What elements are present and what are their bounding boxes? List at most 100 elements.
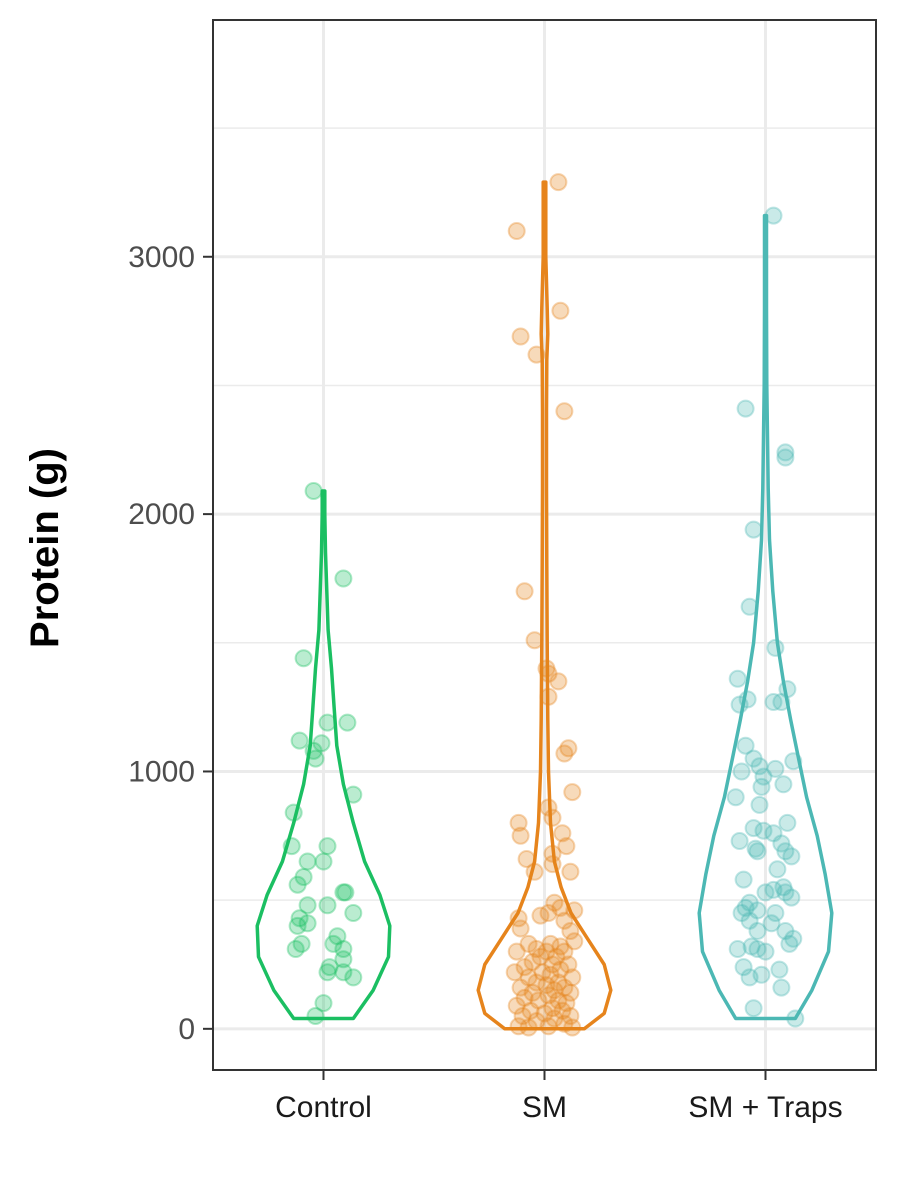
data-point xyxy=(304,741,323,760)
data-point xyxy=(519,1018,538,1037)
data-point xyxy=(318,837,337,856)
data-point xyxy=(784,752,803,771)
data-point xyxy=(511,978,530,997)
data-point xyxy=(535,1004,554,1023)
data-point xyxy=(736,898,755,917)
data-point xyxy=(772,693,791,711)
data-point xyxy=(740,968,759,987)
data-point xyxy=(563,968,582,987)
data-point xyxy=(728,940,747,958)
data-point xyxy=(742,937,761,956)
data-point xyxy=(513,1007,532,1025)
data-point xyxy=(527,345,546,364)
data-point xyxy=(559,955,578,974)
data-point xyxy=(334,950,353,969)
data-point xyxy=(298,914,317,933)
data-point xyxy=(557,994,576,1013)
data-point xyxy=(334,883,353,902)
data-point xyxy=(318,713,337,732)
data-point xyxy=(284,803,303,822)
data-point xyxy=(543,844,562,863)
data-point xyxy=(288,916,307,935)
data-point xyxy=(766,638,785,657)
data-point xyxy=(778,813,797,832)
data-point xyxy=(541,934,560,953)
data-point xyxy=(565,901,584,920)
data-point xyxy=(782,847,801,866)
data-point xyxy=(525,631,544,650)
data-point xyxy=(545,981,564,1000)
data-point xyxy=(509,909,528,928)
data-point xyxy=(732,762,751,781)
data-point xyxy=(744,999,763,1018)
data-point xyxy=(306,749,325,768)
data-point xyxy=(529,991,548,1010)
data-point xyxy=(776,883,795,902)
data-point xyxy=(545,893,564,912)
data-point xyxy=(762,914,781,933)
violin-3 xyxy=(697,213,834,1021)
data-point xyxy=(754,821,773,840)
data-point xyxy=(551,898,570,917)
data-point xyxy=(324,934,343,953)
data-point xyxy=(531,947,550,966)
data-point xyxy=(294,868,313,886)
data-point xyxy=(539,1017,558,1036)
data-point xyxy=(290,909,309,928)
data-point xyxy=(539,904,558,922)
data-point xyxy=(549,973,568,992)
data-point xyxy=(786,1009,805,1028)
data-point xyxy=(304,482,323,500)
violin-1 xyxy=(255,489,392,1021)
data-point xyxy=(290,731,309,750)
data-point xyxy=(734,958,753,977)
data-point xyxy=(314,994,333,1013)
data-point xyxy=(515,988,534,1007)
data-point xyxy=(766,904,785,922)
data-point xyxy=(561,983,580,1002)
data-point xyxy=(555,1014,574,1033)
data-point xyxy=(555,911,574,930)
data-point xyxy=(740,893,759,912)
data-point xyxy=(551,960,570,979)
data-point xyxy=(776,443,795,462)
data-point xyxy=(736,399,755,418)
data-point xyxy=(744,819,763,838)
data-point xyxy=(523,952,542,971)
data-point xyxy=(519,968,538,987)
data-point xyxy=(764,693,783,711)
data-point xyxy=(746,839,765,858)
data-point xyxy=(511,826,530,845)
y-axis: 0 1000 2000 3000 xyxy=(128,241,213,1046)
data-point xyxy=(555,744,574,763)
data-point xyxy=(730,832,749,850)
data-point xyxy=(314,852,333,871)
data-point xyxy=(509,1017,528,1036)
data-point xyxy=(563,783,582,802)
data-point xyxy=(782,888,801,907)
x-tick-label: SM xyxy=(522,1091,567,1124)
data-point xyxy=(298,896,317,915)
data-point xyxy=(294,649,313,668)
data-point xyxy=(748,842,767,861)
data-point xyxy=(561,862,580,881)
data-point xyxy=(748,901,767,920)
data-point xyxy=(334,569,353,588)
data-point xyxy=(547,947,566,966)
data-point xyxy=(344,968,363,987)
data-point xyxy=(537,976,556,995)
data-point xyxy=(344,785,363,804)
data-point xyxy=(551,301,570,320)
data-point xyxy=(288,875,307,894)
data-point xyxy=(549,173,568,192)
data-point xyxy=(533,963,552,982)
data-point xyxy=(756,942,775,961)
data-point xyxy=(525,862,544,881)
data-point xyxy=(750,795,769,814)
data-point xyxy=(776,922,795,940)
data-point xyxy=(517,850,536,868)
data-point xyxy=(509,813,528,832)
data-point xyxy=(561,1007,580,1025)
data-point xyxy=(774,775,793,794)
data-point xyxy=(565,932,584,951)
